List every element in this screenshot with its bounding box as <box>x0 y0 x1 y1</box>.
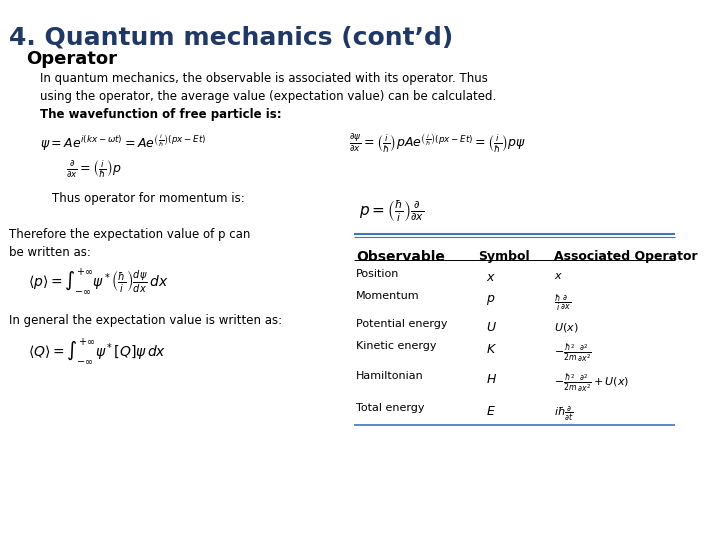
Text: $U$: $U$ <box>486 321 497 334</box>
Text: $-\frac{\hbar^2}{2m}\frac{\partial^2}{\partial x^2}$: $-\frac{\hbar^2}{2m}\frac{\partial^2}{\p… <box>554 343 592 364</box>
Text: $x$: $x$ <box>554 271 563 281</box>
Text: $E$: $E$ <box>486 405 496 418</box>
Text: Associated Operator: Associated Operator <box>554 250 698 263</box>
Text: $\frac{\hbar}{i}\frac{\partial}{\partial x}$: $\frac{\hbar}{i}\frac{\partial}{\partial… <box>554 293 572 314</box>
Text: Potential energy: Potential energy <box>356 319 447 329</box>
Text: $\psi = Ae^{i(kx-\omega t)} = Ae^{\left(\frac{i}{\hbar}\right)(px-Et)}$: $\psi = Ae^{i(kx-\omega t)} = Ae^{\left(… <box>40 132 206 153</box>
Text: $\langle Q \rangle = \int_{-\infty}^{+\infty} \psi^*[Q]\psi\,dx$: $\langle Q \rangle = \int_{-\infty}^{+\i… <box>28 336 166 366</box>
Text: $i\hbar\frac{\partial}{\partial t}$: $i\hbar\frac{\partial}{\partial t}$ <box>554 405 574 423</box>
Text: In general the expectation value is written as:: In general the expectation value is writ… <box>9 314 282 327</box>
Text: Momentum: Momentum <box>356 291 419 301</box>
Text: Operator: Operator <box>27 50 117 68</box>
Text: $x$: $x$ <box>486 271 496 284</box>
Text: Position: Position <box>356 269 399 279</box>
Text: $\frac{\partial}{\partial x} = \left(\frac{i}{\hbar}\right)p$: $\frac{\partial}{\partial x} = \left(\fr… <box>66 158 122 180</box>
Text: $\langle p \rangle = \int_{-\infty}^{+\infty} \psi^* \left(\frac{\hbar}{i}\right: $\langle p \rangle = \int_{-\infty}^{+\i… <box>28 266 169 295</box>
Text: $U(x)$: $U(x)$ <box>554 321 578 334</box>
Text: Kinetic energy: Kinetic energy <box>356 341 436 351</box>
Text: $\frac{\partial\psi}{\partial x} = \left(\frac{i}{\hbar}\right)pAe^{\left(\frac{: $\frac{\partial\psi}{\partial x} = \left… <box>349 132 526 156</box>
Text: The wavefunction of free particle is:: The wavefunction of free particle is: <box>40 108 282 121</box>
Text: Symbol: Symbol <box>479 250 530 263</box>
Text: Therefore the expectation value of p can
be written as:: Therefore the expectation value of p can… <box>9 228 251 259</box>
Text: $p = \left(\frac{\hbar}{i}\right)\frac{\partial}{\partial x}$: $p = \left(\frac{\hbar}{i}\right)\frac{\… <box>359 198 424 224</box>
Text: Total energy: Total energy <box>356 403 424 413</box>
Text: $H$: $H$ <box>486 373 497 386</box>
Text: 4. Quantum mechanics (cont’d): 4. Quantum mechanics (cont’d) <box>9 25 454 49</box>
Text: Thus operator for momentum is:: Thus operator for momentum is: <box>52 192 245 205</box>
Text: $p$: $p$ <box>486 293 495 307</box>
Text: Observable: Observable <box>356 250 445 264</box>
Text: In quantum mechanics, the observable is associated with its operator. Thus
using: In quantum mechanics, the observable is … <box>40 72 496 103</box>
Text: Hamiltonian: Hamiltonian <box>356 371 423 381</box>
Text: $-\frac{\hbar^2}{2m}\frac{\partial^2}{\partial x^2} + U(x)$: $-\frac{\hbar^2}{2m}\frac{\partial^2}{\p… <box>554 373 629 395</box>
Text: $K$: $K$ <box>486 343 497 356</box>
